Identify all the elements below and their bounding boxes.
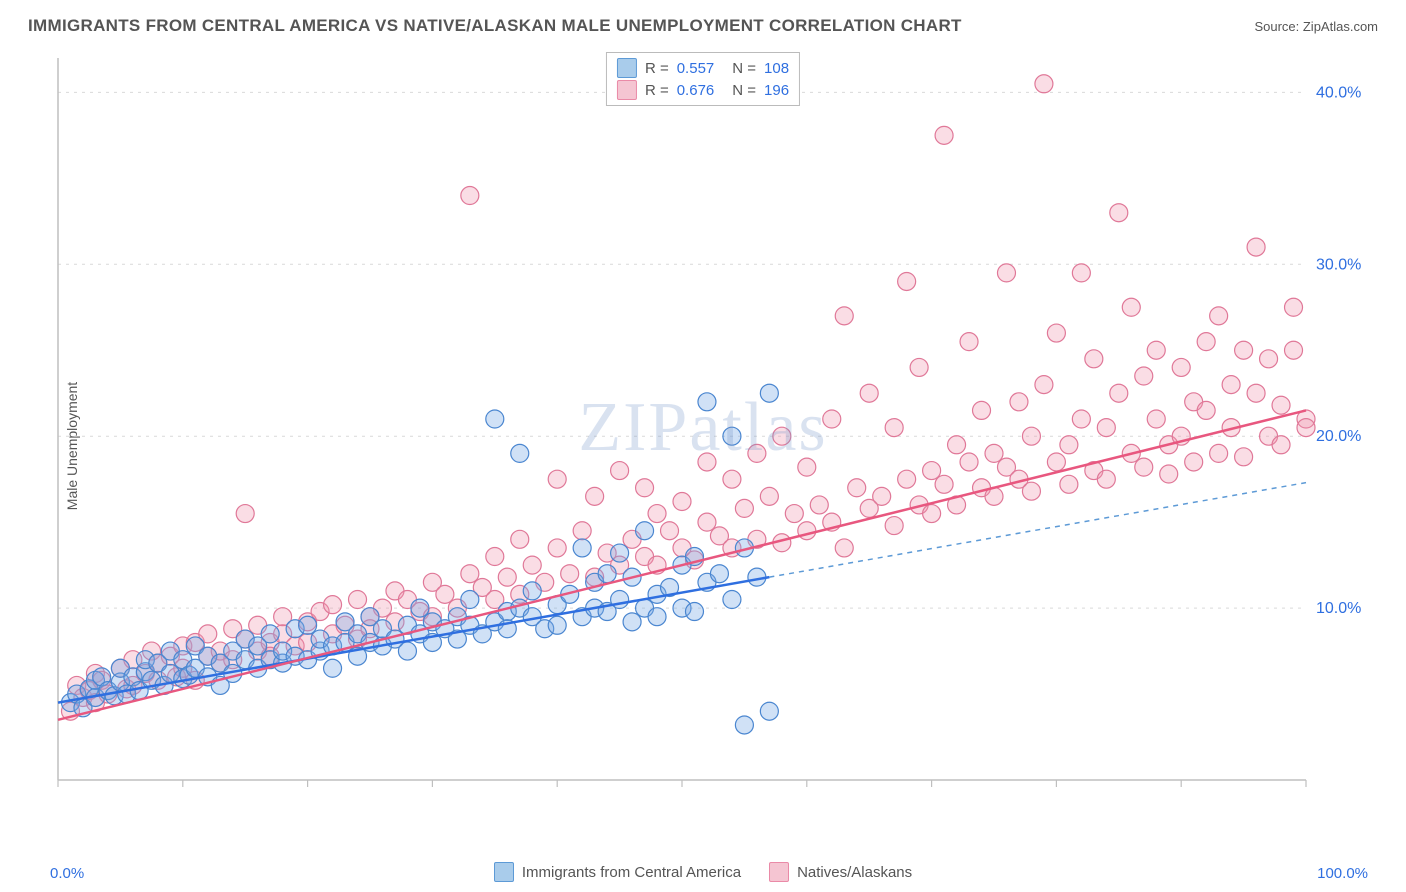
svg-text:10.0%: 10.0% bbox=[1316, 600, 1361, 617]
x-axis-max-label: 100.0% bbox=[1317, 865, 1368, 882]
chart-title: IMMIGRANTS FROM CENTRAL AMERICA VS NATIV… bbox=[28, 16, 962, 36]
stat-n-value-1: 196 bbox=[764, 82, 789, 99]
stat-swatch-1 bbox=[617, 80, 637, 100]
stat-legend-box: R = 0.557 N = 108 R = 0.676 N = 196 bbox=[606, 52, 800, 106]
stat-r-label: R = bbox=[645, 82, 669, 99]
scatter-chart-svg: 10.0% 20.0% 30.0% 40.0% bbox=[50, 50, 1366, 820]
legend-item-0: Immigrants from Central America bbox=[494, 862, 741, 882]
stat-r-value-0: 0.557 bbox=[677, 60, 715, 77]
chart-plot-area: 10.0% 20.0% 30.0% 40.0% bbox=[50, 50, 1366, 820]
legend-label-0: Immigrants from Central America bbox=[522, 864, 741, 881]
svg-text:40.0%: 40.0% bbox=[1316, 84, 1361, 101]
stat-swatch-0 bbox=[617, 58, 637, 78]
stat-n-label: N = bbox=[732, 60, 756, 77]
svg-text:30.0%: 30.0% bbox=[1316, 256, 1361, 273]
svg-text:20.0%: 20.0% bbox=[1316, 428, 1361, 445]
x-axis-min-label: 0.0% bbox=[50, 865, 84, 882]
stat-n-value-0: 108 bbox=[764, 60, 789, 77]
stat-row-series-0: R = 0.557 N = 108 bbox=[617, 57, 789, 79]
legend-item-1: Natives/Alaskans bbox=[769, 862, 912, 882]
legend-swatch-0 bbox=[494, 862, 514, 882]
legend-swatch-1 bbox=[769, 862, 789, 882]
stat-r-label: R = bbox=[645, 60, 669, 77]
legend-label-1: Natives/Alaskans bbox=[797, 864, 912, 881]
stat-row-series-1: R = 0.676 N = 196 bbox=[617, 79, 789, 101]
source-attribution: Source: ZipAtlas.com bbox=[1254, 19, 1378, 34]
series-legend: Immigrants from Central America Natives/… bbox=[0, 862, 1406, 882]
stat-n-label: N = bbox=[732, 82, 756, 99]
stat-r-value-1: 0.676 bbox=[677, 82, 715, 99]
